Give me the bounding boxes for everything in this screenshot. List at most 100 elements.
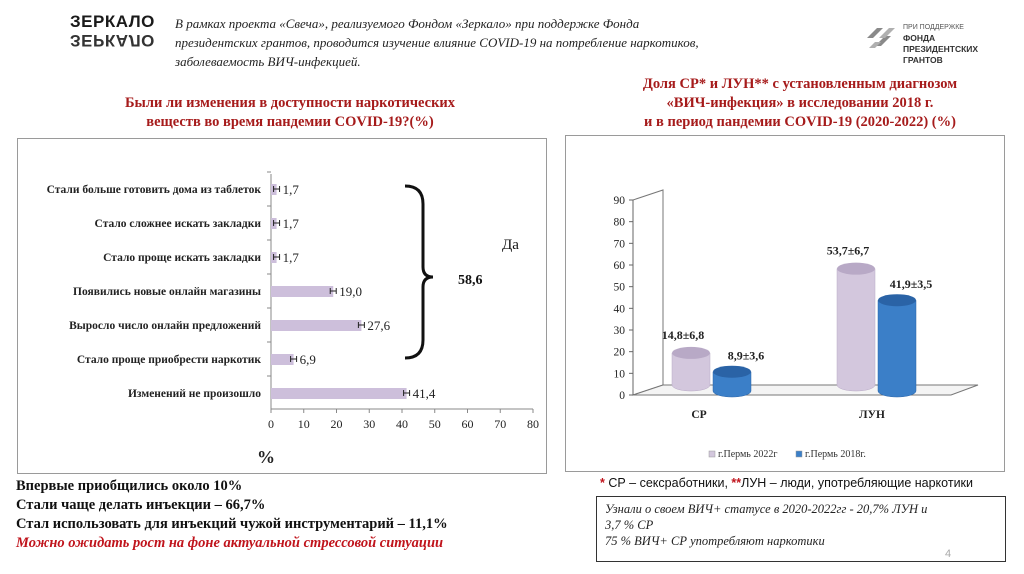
horizontal-bar-chart: 0 10 20 30 40 50 60 70 80 1,7 Стали больше готовит…	[47, 171, 539, 467]
data-label: 27,6	[367, 318, 390, 333]
page-number: 4	[945, 548, 952, 560]
cylinder-top	[672, 346, 710, 359]
bracket-label: Да	[502, 237, 519, 253]
logo-text: ЗЕРКАЛО	[70, 12, 155, 31]
finding-line: Впервые приобщились около 10%	[16, 478, 243, 494]
cylinder-body	[712, 371, 752, 398]
right-chart-frame: 0 10 20 30 40 50 60 70 80 90 14,8±6,8 8,9±3,6 СР 53,7…	[565, 135, 1005, 472]
bracket-value: 58,6	[458, 273, 483, 288]
legend-swatch	[708, 450, 716, 458]
data-label: 41,4	[413, 386, 436, 401]
x-tick-label: 30	[363, 417, 375, 431]
note-line: Узнали о своем ВИЧ+ статусе в 2020-2022г…	[605, 502, 928, 516]
logo-small-text: ПРИ ПОДДЕРЖКЕ	[903, 24, 964, 31]
cylinder-top	[837, 262, 875, 275]
category-label: ЛУН	[859, 409, 885, 421]
presidential-grants-logo: ПРИ ПОДДЕРЖКЕ ФОНДА ПРЕЗИДЕНТСКИХ ГРАНТО…	[865, 20, 995, 65]
y-tick-label: 10	[614, 368, 626, 380]
title-line: веществ во время пандемии COVID-19?(%)	[146, 114, 434, 130]
bar	[271, 388, 407, 399]
logo-line2: ПРЕЗИДЕНТСКИХ	[903, 44, 979, 54]
status-note-box: Узнали о своем ВИЧ+ статусе в 2020-2022г…	[596, 496, 1006, 562]
category-label: Стали больше готовить дома из таблеток	[47, 184, 262, 196]
y-tick-label: 20	[614, 347, 626, 359]
title-line: Были ли изменения в доступности наркотич…	[124, 95, 456, 111]
finding-emphasis: Можно ожидать рост на фоне актуальной ст…	[16, 535, 444, 551]
data-label: 14,8±6,8	[662, 328, 705, 342]
footnote-star: **	[731, 476, 742, 490]
category-label: Стало сложнее искать закладки	[95, 218, 262, 230]
y-tick-label: 60	[614, 260, 626, 272]
key-findings: Впервые приобщились около 10% Стали чаще…	[16, 477, 606, 553]
cylinder-body	[877, 299, 917, 398]
logo-line1: ФОНДА	[903, 33, 936, 43]
title-line: Доля СР* и ЛУН** с установленным диагноз…	[642, 76, 958, 92]
y-tick-label: 50	[614, 282, 626, 294]
cylinder-body	[671, 352, 711, 392]
x-tick-label: 0	[268, 417, 274, 431]
data-label: 1,7	[283, 216, 300, 231]
bar	[271, 320, 362, 331]
left-chart-frame: 0 10 20 30 40 50 60 70 80 1,7 Стали больше готовит…	[17, 138, 547, 474]
intro-line: В рамках проекта «Свеча», реализуемого Ф…	[175, 16, 640, 31]
footnote-text: ЛУН – люди, употребляющие наркотики	[741, 476, 974, 490]
y-tick-label: 80	[614, 217, 626, 229]
x-tick-label: 80	[527, 417, 539, 431]
footnote-text: СР – сексработники,	[604, 476, 732, 490]
data-label: 41,9±3,5	[890, 277, 933, 291]
legend-swatch	[795, 450, 803, 458]
x-axis-label: %	[257, 447, 275, 467]
x-tick-label: 70	[494, 417, 506, 431]
data-label: 53,7±6,7	[827, 244, 870, 258]
curly-bracket	[404, 184, 434, 360]
x-tick-label: 20	[331, 417, 343, 431]
category-label: Изменений не произошло	[128, 388, 261, 400]
bar	[271, 354, 294, 365]
cylinder-top	[713, 365, 751, 378]
y-tick-label: 30	[614, 325, 626, 337]
note-line: 75 % ВИЧ+ СР употребляют наркотики	[605, 534, 825, 548]
logo-mirror-text: ЗЕРКАЛО	[70, 31, 155, 50]
cylinder-bar	[836, 262, 876, 392]
data-label: 8,9±3,6	[728, 349, 765, 363]
x-tick-label: 40	[396, 417, 408, 431]
cylinder-top	[878, 294, 916, 307]
intro-line: президентских грантов, проводится изучен…	[175, 35, 699, 50]
data-label: 6,9	[300, 352, 316, 367]
cylinder-bar-chart: 0 10 20 30 40 50 60 70 80 90 14,8±6,8 8,9±3,6 СР 53,7…	[614, 189, 979, 460]
x-tick-label: 10	[298, 417, 310, 431]
data-label: 1,7	[283, 250, 300, 265]
side-wall	[632, 189, 664, 396]
x-tick-label: 50	[429, 417, 441, 431]
category-label: Выросло число онлайн предложений	[69, 320, 261, 332]
cylinder-bar	[712, 365, 752, 398]
bar	[271, 286, 334, 297]
title-line: и в период пандемии COVID-19 (2020-2022)…	[644, 114, 956, 130]
footnote-star: *	[600, 476, 605, 490]
legend-label: г.Пермь 2018г.	[805, 449, 866, 460]
y-tick-label: 40	[614, 303, 626, 315]
data-label: 1,7	[283, 182, 300, 197]
y-tick-label: 70	[614, 238, 626, 250]
intro-text: В рамках проекта «Свеча», реализуемого Ф…	[175, 14, 815, 71]
zerkalo-logo: ЗЕРКАЛО ЗЕРКАЛО	[70, 12, 155, 54]
category-label: Стало проще приобрести наркотик	[77, 354, 261, 366]
category-label: СР	[691, 409, 706, 421]
logo-line3: ГРАНТОВ	[903, 55, 943, 65]
title-line: «ВИЧ-инфекция» в исследовании 2018 г.	[666, 95, 934, 111]
data-label: 19,0	[339, 284, 362, 299]
x-tick-label: 60	[462, 417, 474, 431]
note-line: 3,7 % СР	[605, 518, 654, 532]
category-label: Стало проще искать закладки	[103, 252, 261, 264]
grant-fund-icon	[867, 28, 895, 48]
cylinder-bar	[671, 346, 711, 392]
legend-label: г.Пермь 2022г	[718, 449, 777, 460]
abbreviation-footnote: * СР – сексработники, **ЛУН – люди, упот…	[600, 476, 1020, 490]
finding-line: Стали чаще делать инъекции – 66,7%	[16, 497, 266, 513]
y-tick-label: 0	[619, 390, 625, 402]
y-tick-label: 90	[614, 195, 626, 207]
cylinder-body	[836, 268, 876, 392]
right-chart-title: Доля СР* и ЛУН** с установленным диагноз…	[600, 75, 1000, 132]
intro-line: заболеваемость ВИЧ-инфекцией.	[175, 54, 361, 69]
finding-line: Стал использовать для инъекций чужой инс…	[16, 516, 448, 532]
